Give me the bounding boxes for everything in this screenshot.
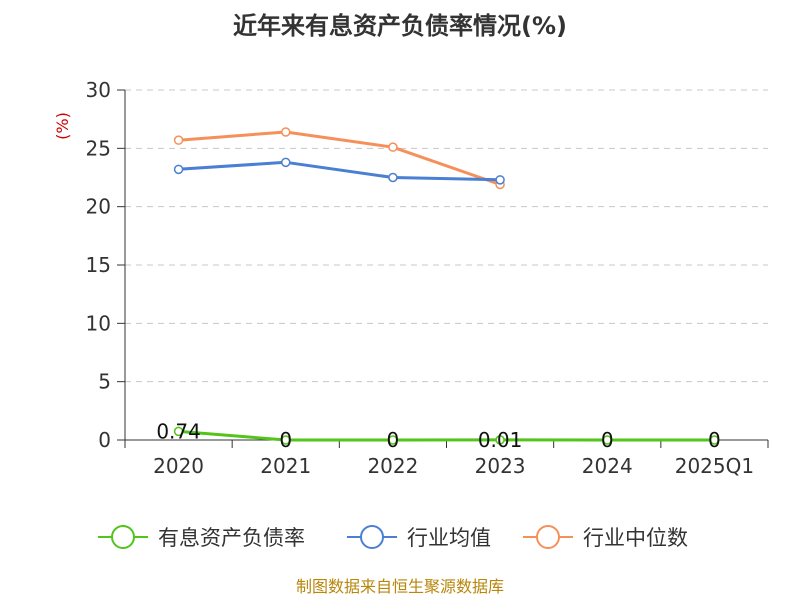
x-tick-label-2024: 2024 [582,454,633,478]
data-label-2025Q1: 0 [708,428,721,452]
data-label-2022: 0 [387,428,400,452]
series-1-point-2023 [495,175,505,185]
data-label-2024: 0 [601,428,614,452]
x-tick-label-2023: 2023 [475,454,526,478]
source-note: 制图数据来自恒生聚源数据库 [296,577,504,596]
x-tick-label-2021: 2021 [260,454,311,478]
data-label-2020: 0.74 [156,419,201,443]
x-tick-label-2022: 2022 [367,454,418,478]
y-tick-label-30: 30 [86,78,111,102]
y-tick-label-10: 10 [86,311,111,335]
series-0-point-2024 [602,435,612,445]
y-tick-label-15: 15 [86,253,111,277]
series-line-1 [178,160,501,182]
series-0-point-2023 [495,435,505,445]
series-2-point-2020 [173,135,184,145]
data-label-layer: 0.74 0 0 0.01 0 0 [156,419,720,452]
x-tick-label-2020: 2020 [153,454,204,478]
series-1-point-2020 [173,164,184,175]
legend-label-1: 行业均值 [407,526,491,550]
series-2-point-2021 [281,127,291,137]
data-label-2023: 0.01 [478,428,523,452]
legend-marker-1 [360,525,384,549]
data-label-2021: 0 [279,428,292,452]
legend-label-2: 行业中位数 [583,526,688,550]
series-0-point-2022 [388,435,398,445]
legend-marker-2 [536,525,560,549]
series-line-0 [178,429,715,442]
series-0-point-2025Q1 [709,435,720,445]
y-tick-label-25: 25 [86,136,111,160]
series-0-point-2020 [173,426,184,437]
series-0-point-2021 [281,435,291,445]
chart-title: 近年来有息资产负债率情况(%) [233,12,567,40]
grid-layer [125,89,768,383]
y-tick-label-5: 5 [98,370,111,394]
legend-label-0: 有息资产负债率 [158,526,305,550]
x-tick-label-2025Q1: 2025Q1 [675,454,754,478]
y-axis-unit-label: (%) [53,112,72,140]
series-2-point-2022 [388,142,398,152]
y-tick-label-0: 0 [98,428,111,452]
legend-marker-0 [111,525,135,549]
series-line-2 [178,130,501,186]
series-layer [173,127,720,445]
series-1-point-2022 [388,172,398,183]
legend: 有息资产负债率 行业均值 行业中位数 [98,525,688,550]
y-tick-label-20: 20 [86,195,111,219]
series-1-point-2021 [281,157,291,168]
